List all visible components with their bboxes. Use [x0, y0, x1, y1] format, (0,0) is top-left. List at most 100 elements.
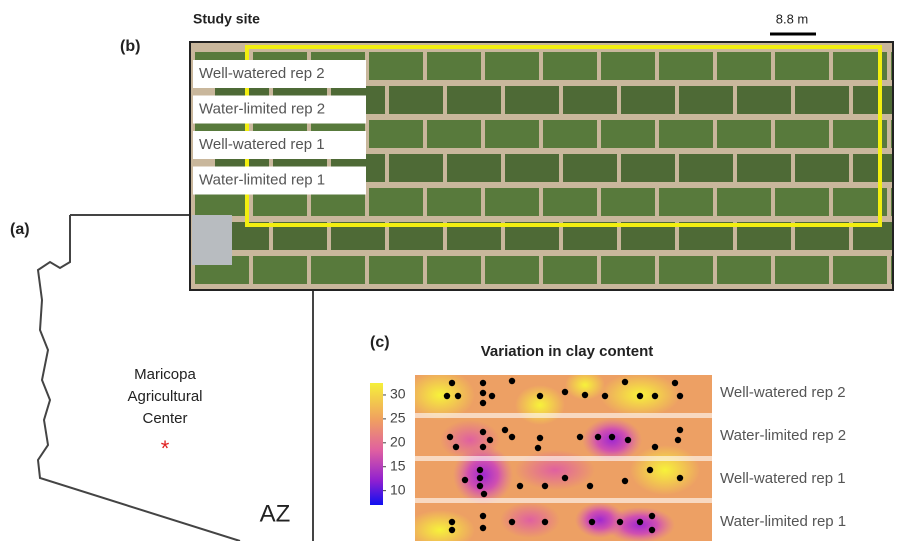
field-plot	[311, 256, 365, 284]
field-plot	[795, 86, 849, 114]
field-plot	[389, 154, 443, 182]
sample-point	[625, 437, 631, 443]
sample-point	[480, 525, 486, 531]
row-gap	[415, 456, 712, 461]
sample-point	[447, 434, 453, 440]
sample-point	[477, 483, 483, 489]
row-label: Well-watered rep 2	[720, 384, 846, 401]
sample-point	[589, 519, 595, 525]
field-plot	[563, 86, 617, 114]
field-plot	[659, 188, 713, 216]
field-plot	[621, 154, 675, 182]
sample-point	[449, 380, 455, 386]
panel-label: (a)	[10, 221, 30, 238]
row-label: Water-limited rep 1	[720, 513, 846, 530]
sample-point	[577, 434, 583, 440]
sample-point	[509, 378, 515, 384]
field-plot	[427, 52, 481, 80]
field-plot	[795, 154, 849, 182]
sample-point	[477, 475, 483, 481]
sample-point	[480, 390, 486, 396]
sample-point	[637, 519, 643, 525]
panel-title: Variation in clay content	[481, 343, 654, 360]
field-plot	[485, 188, 539, 216]
sample-point	[444, 393, 450, 399]
field-plot	[447, 86, 501, 114]
heat-blob	[515, 385, 565, 425]
sample-point	[449, 519, 455, 525]
sample-point	[502, 427, 508, 433]
sample-point	[480, 400, 486, 406]
field-plot	[543, 188, 597, 216]
field-plot	[543, 120, 597, 148]
row-label: Water-limited rep 2	[199, 100, 325, 117]
sample-point	[562, 389, 568, 395]
row-gap	[415, 498, 712, 503]
field-plot	[601, 52, 655, 80]
heat-blob	[630, 445, 700, 495]
field-plot	[717, 256, 771, 284]
panel-label: (b)	[120, 38, 140, 55]
field-plot	[543, 256, 597, 284]
sample-point	[480, 380, 486, 386]
field-plot	[369, 188, 423, 216]
building	[192, 215, 232, 265]
sample-point	[455, 393, 461, 399]
sample-point	[677, 427, 683, 433]
field-plot	[369, 52, 423, 80]
sample-point	[537, 435, 543, 441]
field-plot	[601, 120, 655, 148]
colorbar-tick-label: 15	[390, 457, 406, 473]
field-plot	[505, 154, 559, 182]
sample-point	[542, 483, 548, 489]
sample-point	[595, 434, 601, 440]
sample-point	[562, 475, 568, 481]
site-label: Center	[142, 410, 187, 427]
scale-label: 8.8 m	[776, 11, 809, 26]
sample-point	[649, 513, 655, 519]
field-plot	[369, 256, 423, 284]
sample-point	[677, 393, 683, 399]
state-label: AZ	[260, 500, 291, 527]
field-plot	[485, 52, 539, 80]
field-plot	[427, 120, 481, 148]
field-plot	[717, 188, 771, 216]
sample-point	[622, 478, 628, 484]
sample-point	[535, 445, 541, 451]
field-plot	[737, 86, 791, 114]
site-label: Maricopa	[134, 366, 196, 383]
field-plot	[659, 52, 713, 80]
sample-point	[517, 483, 523, 489]
field-plot	[389, 86, 443, 114]
sample-point	[652, 444, 658, 450]
field-plot	[427, 256, 481, 284]
sample-point	[480, 429, 486, 435]
sample-point	[542, 519, 548, 525]
colorbar-tick-label: 10	[390, 481, 406, 497]
row-label: Well-watered rep 1	[199, 136, 325, 153]
heat-blob	[500, 502, 560, 538]
field-plot	[775, 256, 829, 284]
colorbar-tick-label: 30	[390, 386, 406, 402]
field-plot	[659, 256, 713, 284]
field-plot	[775, 52, 829, 80]
sample-point	[477, 467, 483, 473]
field-plot	[427, 188, 481, 216]
panel-title: Study site	[193, 11, 260, 27]
field-plot	[253, 256, 307, 284]
field-plot	[601, 256, 655, 284]
field-plot	[659, 120, 713, 148]
sample-point	[602, 393, 608, 399]
sample-point	[609, 434, 615, 440]
sample-point	[509, 519, 515, 525]
site-marker: *	[161, 436, 170, 461]
field-plot	[601, 188, 655, 216]
colorbar	[370, 383, 383, 505]
sample-point	[462, 477, 468, 483]
sample-point	[587, 483, 593, 489]
row-label: Water-limited rep 1	[199, 171, 325, 188]
sample-point	[677, 475, 683, 481]
heat-blob	[575, 502, 625, 538]
sample-point	[647, 467, 653, 473]
field-plot	[485, 256, 539, 284]
